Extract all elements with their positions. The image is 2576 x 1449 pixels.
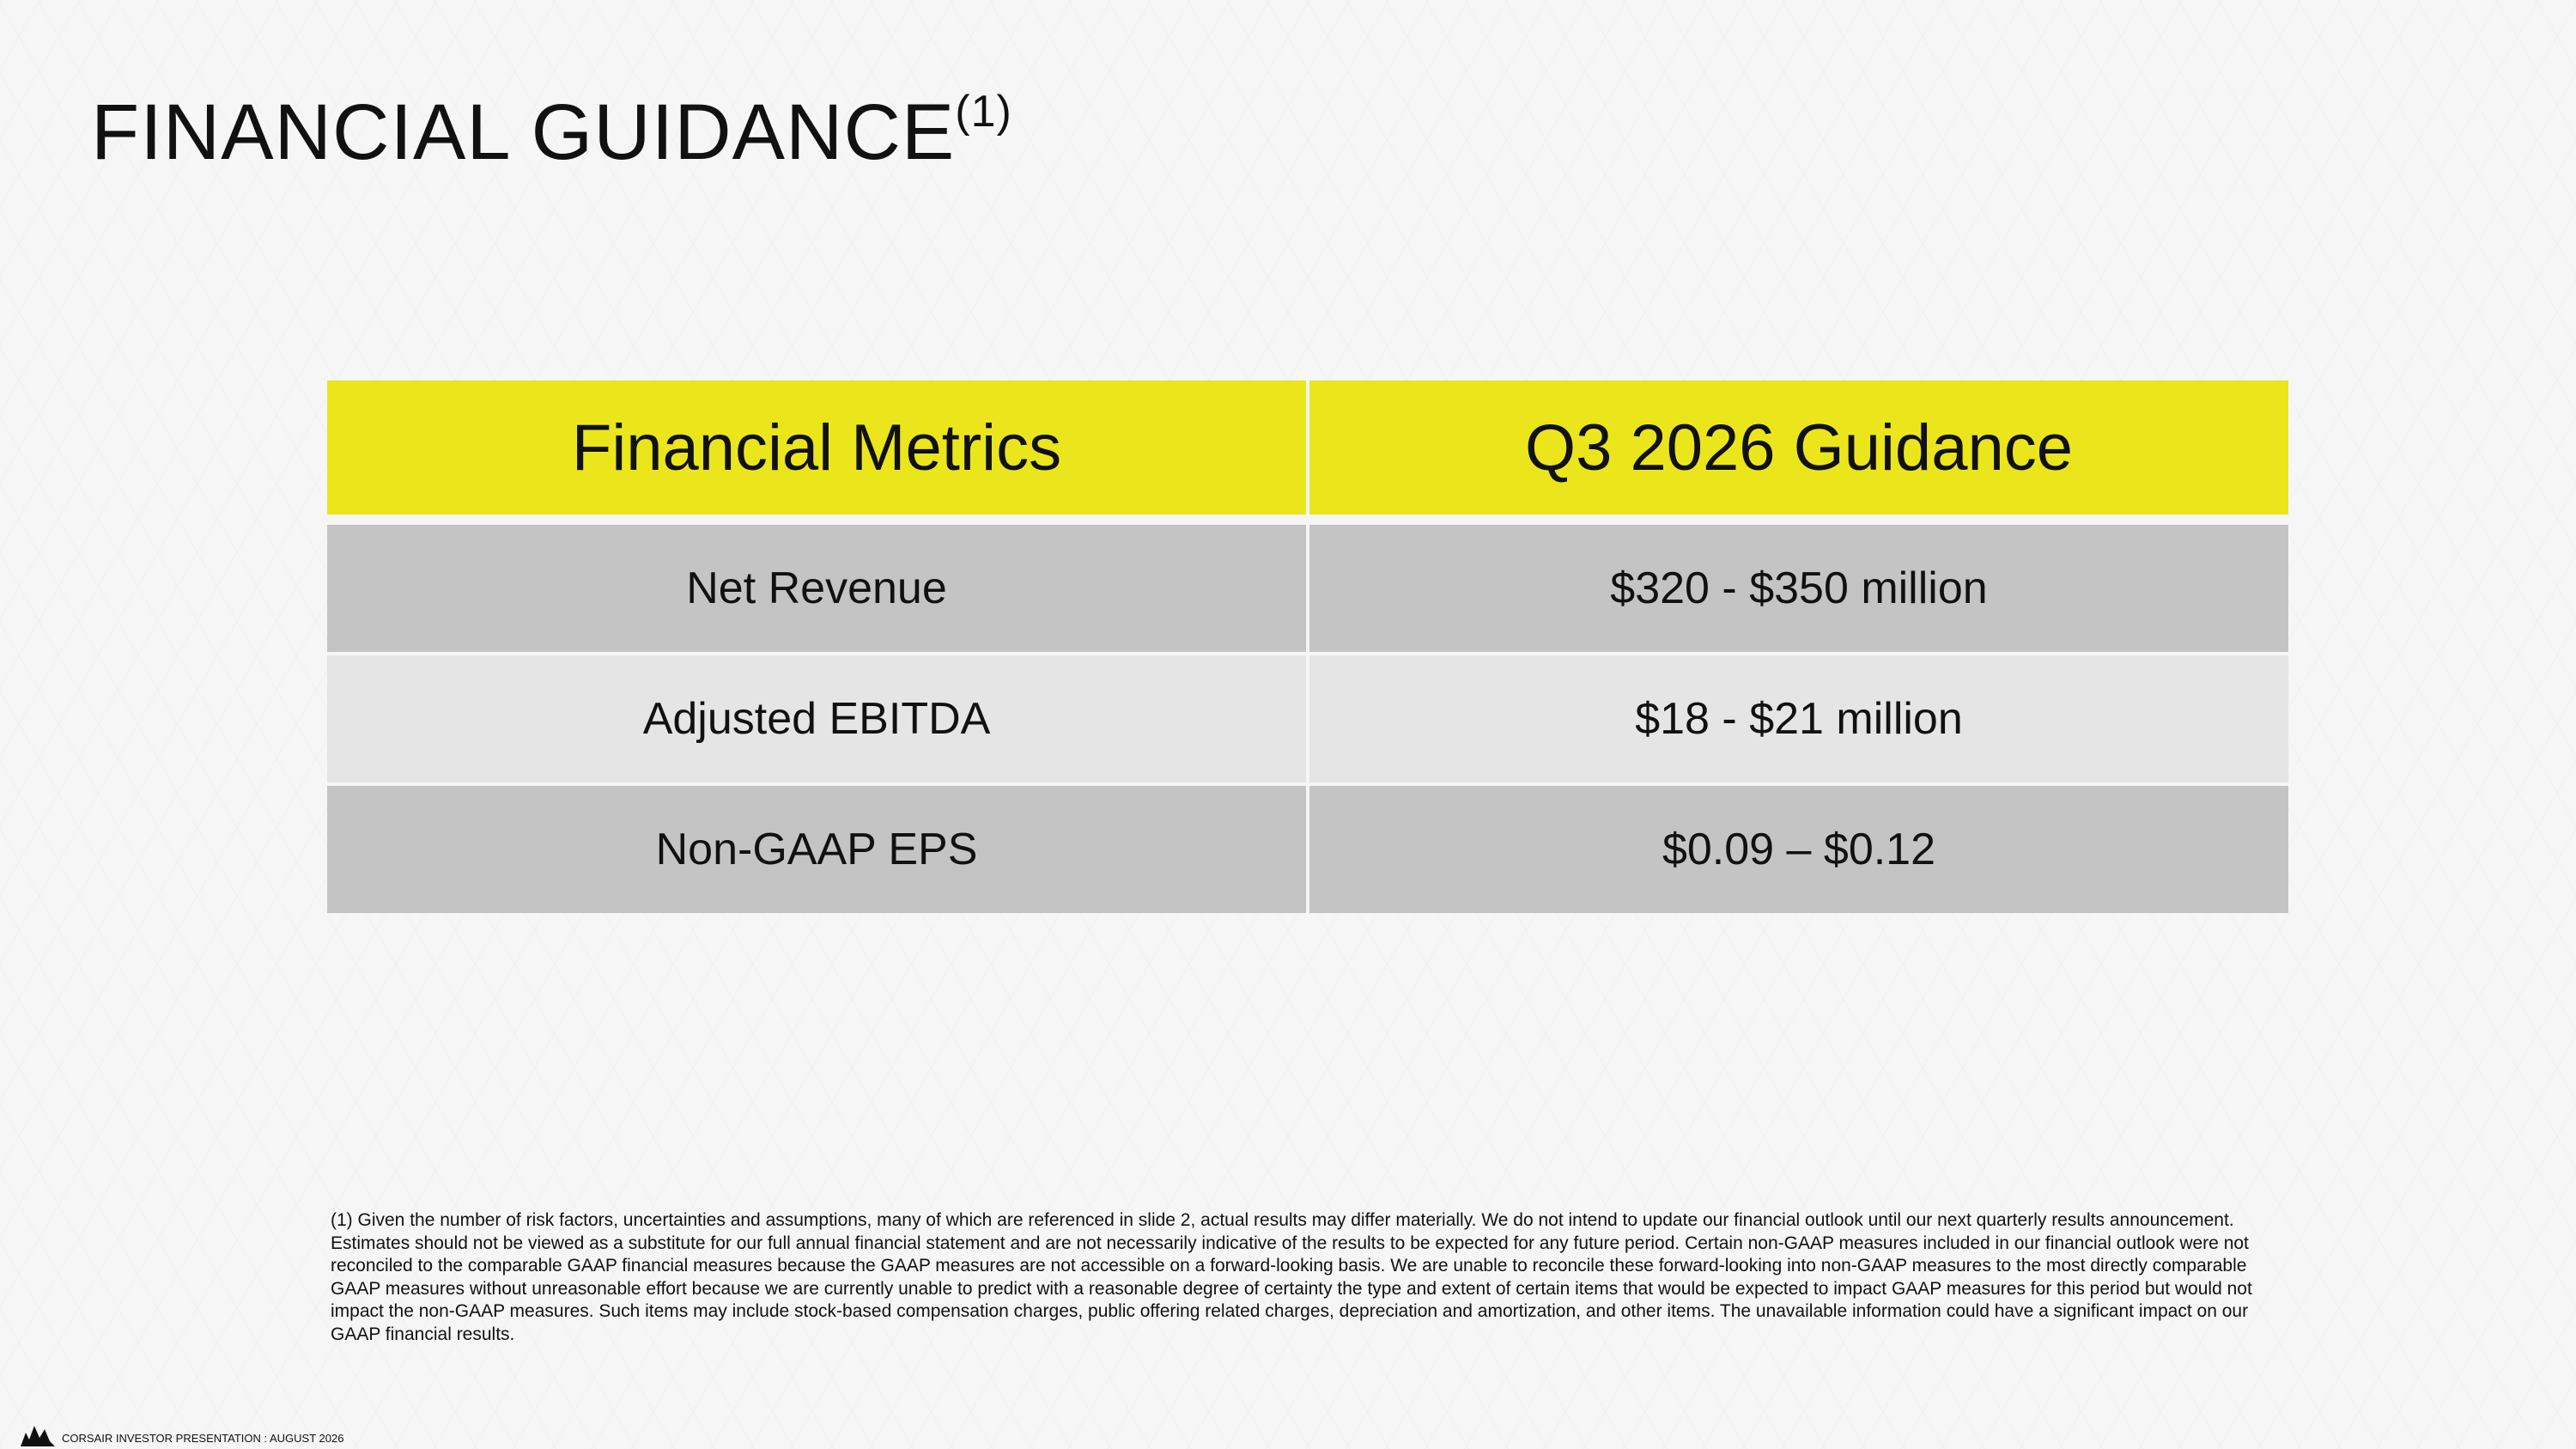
footnote: (1) Given the number of risk factors, un… xyxy=(331,1210,2252,1344)
cell: $320 - $350 million xyxy=(1309,521,2288,652)
row: Adjusted EBITDA $18 - $21 million xyxy=(327,652,2288,782)
footer: CORSAIR INVESTOR PRESENTATION : AUGUST 2… xyxy=(62,1432,344,1445)
title-footnote-mark: (1) xyxy=(955,87,1012,137)
header-cell: Q3 2026 Guidance xyxy=(1309,381,2288,521)
cell: Non-GAAP EPS xyxy=(327,782,1309,913)
title-text: FINANCIAL GUIDANCE xyxy=(91,88,956,176)
slide-title: FINANCIAL GUIDANCE(1) xyxy=(91,86,1012,178)
cell: $18 - $21 million xyxy=(1309,652,2288,782)
cell: $0.09 – $0.12 xyxy=(1309,782,2288,913)
row: Net Revenue $320 - $350 million xyxy=(327,521,2288,652)
header-cell: Financial Metrics xyxy=(327,381,1309,521)
cell: Adjusted EBITDA xyxy=(327,652,1309,782)
guidance-table: Financial Metrics Q3 2026 Guidance Net R… xyxy=(327,381,2288,913)
cell: Net Revenue xyxy=(327,521,1309,652)
header-row: Financial Metrics Q3 2026 Guidance xyxy=(327,381,2288,521)
logo xyxy=(21,1426,55,1446)
row: Non-GAAP EPS $0.09 – $0.12 xyxy=(327,782,2288,913)
